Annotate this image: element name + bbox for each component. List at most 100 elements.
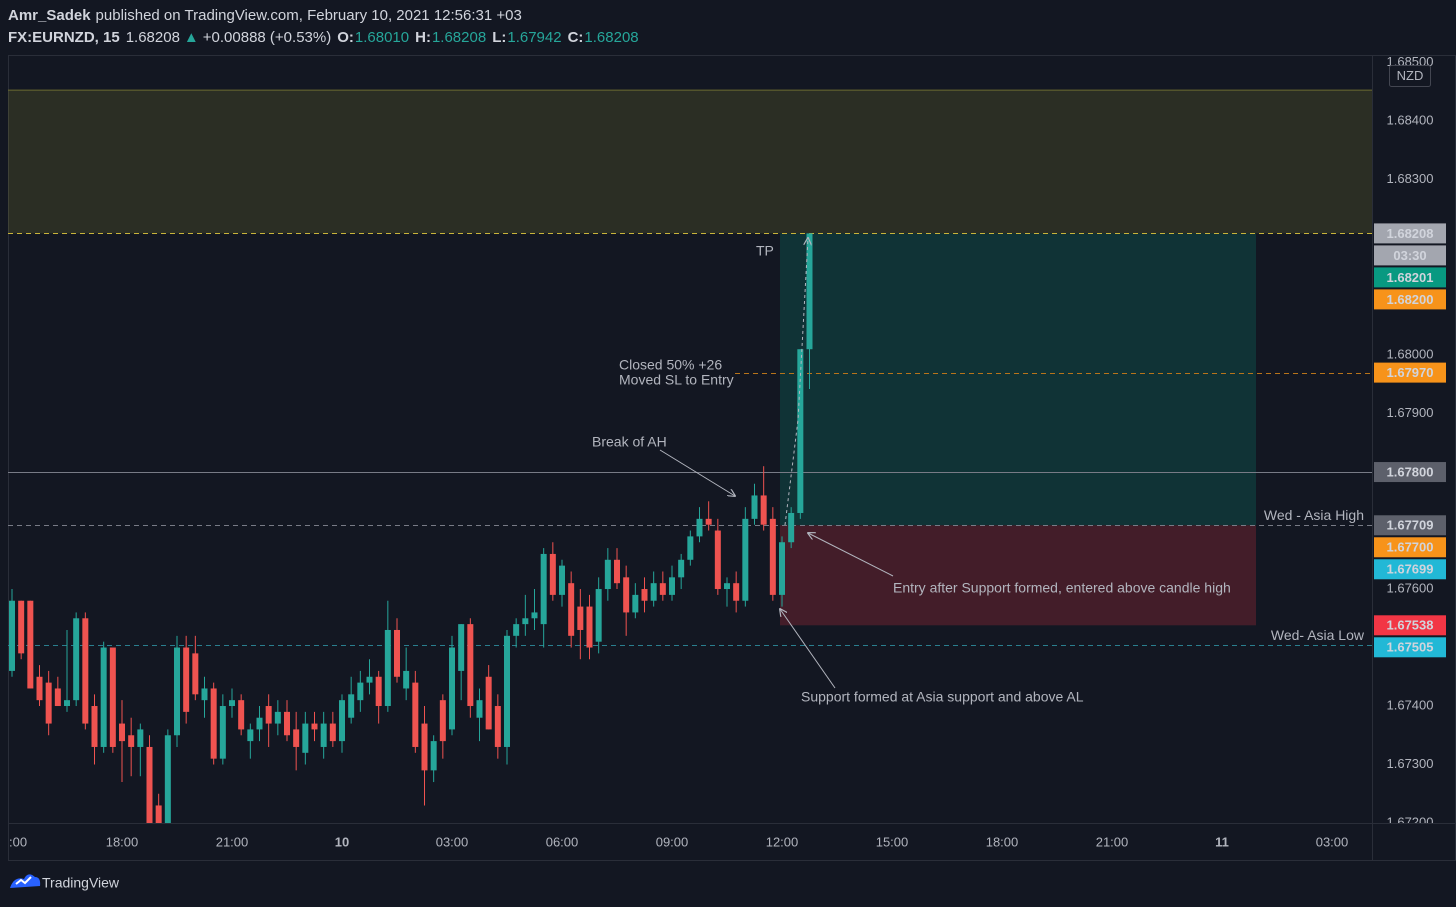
x-tick-label: 21:00 [1096, 834, 1129, 849]
candle-body [494, 706, 501, 747]
candle-body [549, 553, 556, 595]
price-label: 1.67699 [1387, 562, 1434, 577]
candle-body [146, 746, 153, 823]
brand: TradingView [42, 875, 120, 891]
candle-body [449, 647, 455, 730]
candle-body [678, 559, 685, 578]
candle-body [375, 676, 382, 707]
candle-body [210, 688, 217, 759]
candle-body [476, 700, 483, 718]
currency-box [1389, 65, 1431, 87]
price-label-box [1374, 615, 1446, 636]
candle-body [769, 518, 776, 595]
x-tick-label: 18:00 [986, 834, 1019, 849]
candle-body [714, 530, 721, 590]
x-tick-label: 03:00 [436, 834, 469, 849]
candle-body [274, 711, 281, 724]
ohlc-key: L: [492, 29, 506, 46]
candle-body [724, 583, 730, 590]
logo-mark [15, 876, 32, 885]
stop-zone [780, 525, 1256, 626]
ohlc-value: 1.67942 [507, 29, 561, 46]
candle-body [54, 688, 61, 707]
candle-body [119, 723, 125, 742]
candle-body [302, 723, 309, 753]
candle-body [540, 553, 547, 625]
candle-body [586, 606, 593, 648]
candle-body [595, 589, 602, 642]
price-label: 1.68200 [1387, 292, 1434, 307]
header-line-2: FX:EURNZD, 15 1.68208 ▲ +0.00888 (+0.53%) O:… [8, 29, 639, 46]
ohlc-key: C: [568, 29, 584, 46]
annotation: Break of AH [592, 434, 667, 450]
candle-body [192, 653, 199, 695]
x-tick-label: :00 [9, 834, 27, 849]
candle-body [45, 682, 52, 724]
candle-body [485, 676, 492, 730]
candle-body [568, 583, 575, 636]
candle-body [412, 682, 419, 747]
symbol: FX:EURNZD, 15 [8, 29, 120, 46]
price-label-box [1374, 267, 1446, 288]
candle-body [18, 600, 25, 654]
price-axis: 1.672001.673001.674001.675001.676001.677… [1374, 55, 1446, 829]
candle-body [357, 682, 364, 701]
x-tick-label: 03:00 [1316, 834, 1349, 849]
candle-body [64, 700, 70, 707]
candle-body [348, 694, 355, 718]
candle-body [394, 629, 400, 677]
change: +0.00888 (+0.53%) [203, 29, 331, 46]
annotation: Moved SL to Entry [619, 372, 734, 388]
line-note: Wed - Asia High [1264, 507, 1364, 523]
candle-body [229, 700, 235, 707]
candle-body [641, 589, 648, 601]
candle-body [27, 600, 34, 689]
line-note: Wed- Asia Low [1271, 627, 1365, 643]
price-label-box [1374, 537, 1446, 558]
x-tick-label: 11 [1215, 834, 1229, 849]
y-tick-label: 1.67200 [1387, 814, 1434, 829]
price-label-box [1374, 362, 1446, 383]
price-label-box [1374, 559, 1446, 580]
price-label: 1.67970 [1387, 365, 1434, 380]
target-zone [780, 233, 1256, 526]
candle-body [733, 583, 740, 601]
y-tick-label: 1.68300 [1387, 171, 1434, 186]
annotation: TP [756, 243, 774, 259]
candle-body [623, 577, 630, 613]
candle-body [238, 700, 245, 730]
candle-body [806, 233, 813, 350]
candle-body [632, 594, 639, 613]
x-tick-label: 12:00 [766, 834, 799, 849]
change-arrow: ▲ [184, 29, 199, 46]
price-label: 1.67505 [1387, 640, 1434, 655]
published: published on TradingView.com, February 1… [96, 7, 522, 24]
candle-body [458, 624, 465, 671]
ohlc-value: 1.68208 [584, 29, 638, 46]
x-tick-label: 21:00 [216, 834, 249, 849]
candle-body [247, 729, 254, 742]
candle-body [760, 495, 767, 525]
y-tick-label: 1.68000 [1387, 347, 1434, 362]
y-tick-label: 1.67600 [1387, 580, 1434, 595]
price-label-box [1374, 289, 1446, 310]
candle-body [82, 618, 89, 724]
candle-body [403, 670, 410, 689]
price-label-box [1374, 515, 1446, 536]
annotation: Entry after Support formed, entered abov… [893, 580, 1231, 596]
time-axis: :00 18:00 21:00 10 03:00 06:00 09:00 12:00 15:00… [9, 834, 1348, 849]
candle-body [604, 559, 611, 590]
candle-body [797, 349, 804, 513]
annotation: Closed 50% +26 [619, 357, 722, 373]
candle-body [669, 577, 675, 595]
candle-body [73, 618, 80, 701]
last-price: 1.68208 [126, 29, 180, 46]
candle-body [91, 706, 98, 747]
candle-body [384, 629, 391, 707]
price-label-box [1374, 462, 1446, 483]
candle-body [329, 723, 336, 742]
candle-body [559, 565, 565, 595]
candle-body [109, 647, 116, 747]
